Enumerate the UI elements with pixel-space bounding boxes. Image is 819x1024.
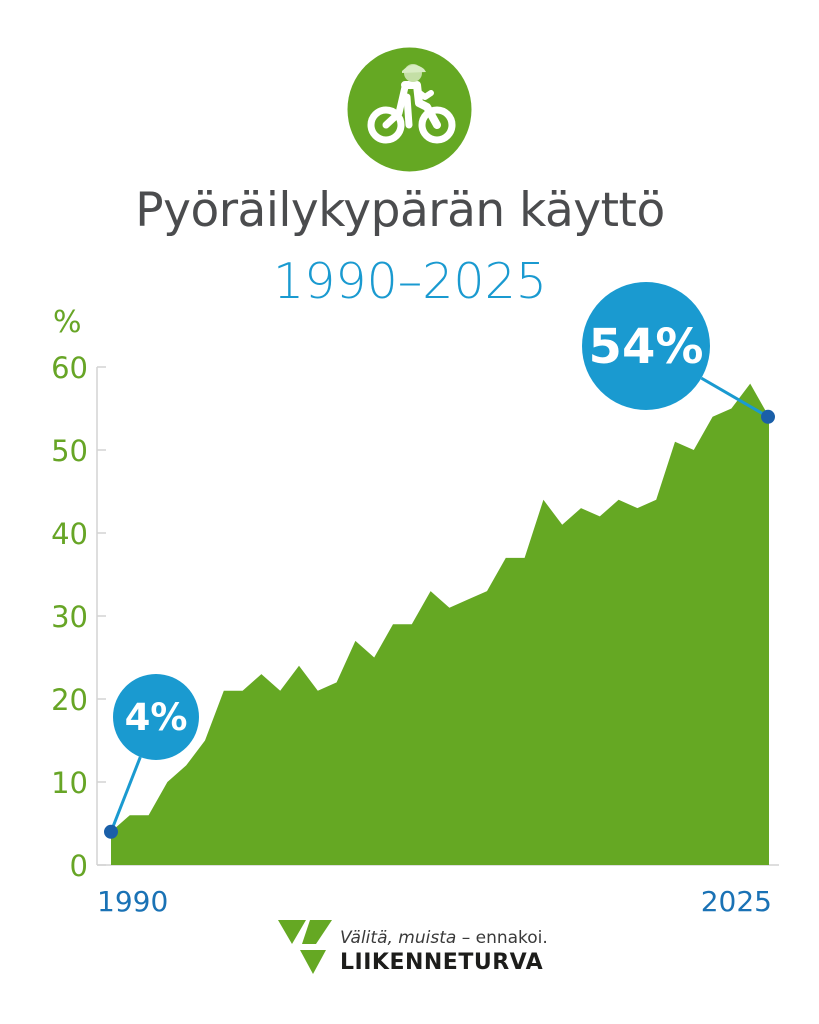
y-tick-label: 60 [51,351,88,385]
helmet-usage-area [111,383,769,865]
annotation-leader-line [109,756,142,833]
page-title: Pyöräilykypärän käyttö [135,183,665,238]
y-axis-unit-label: % [53,305,82,340]
cyclist-helmet-icon [347,47,472,172]
y-tick-label: 10 [51,766,88,800]
annotation-marker [761,409,775,424]
annotation-label: 54% [589,319,704,375]
slogan-italic: Välitä, muista [340,928,457,948]
annotation-bubble [113,674,199,760]
brand-name: LIIKENNETURVA [340,950,544,975]
annotation-leader-line [700,376,769,419]
y-tick-label: 0 [70,849,88,883]
annotation-bubble [582,282,710,410]
y-tick-label: 30 [51,600,88,634]
page-subtitle: 1990–2025 [273,253,547,310]
x-tick-label: 2025 [701,885,772,918]
y-tick-label: 50 [51,434,88,468]
slogan-rest: – ennakoi. [456,928,548,948]
y-tick-label: 40 [51,517,88,551]
annotation-label: 4% [125,696,188,739]
annotation-marker [104,824,118,839]
y-tick-label: 20 [51,683,88,717]
x-tick-label: 1990 [97,885,168,918]
slogan: Välitä, muista – ennakoi. [340,928,548,948]
liikenneturva-logo-icon [276,918,334,980]
